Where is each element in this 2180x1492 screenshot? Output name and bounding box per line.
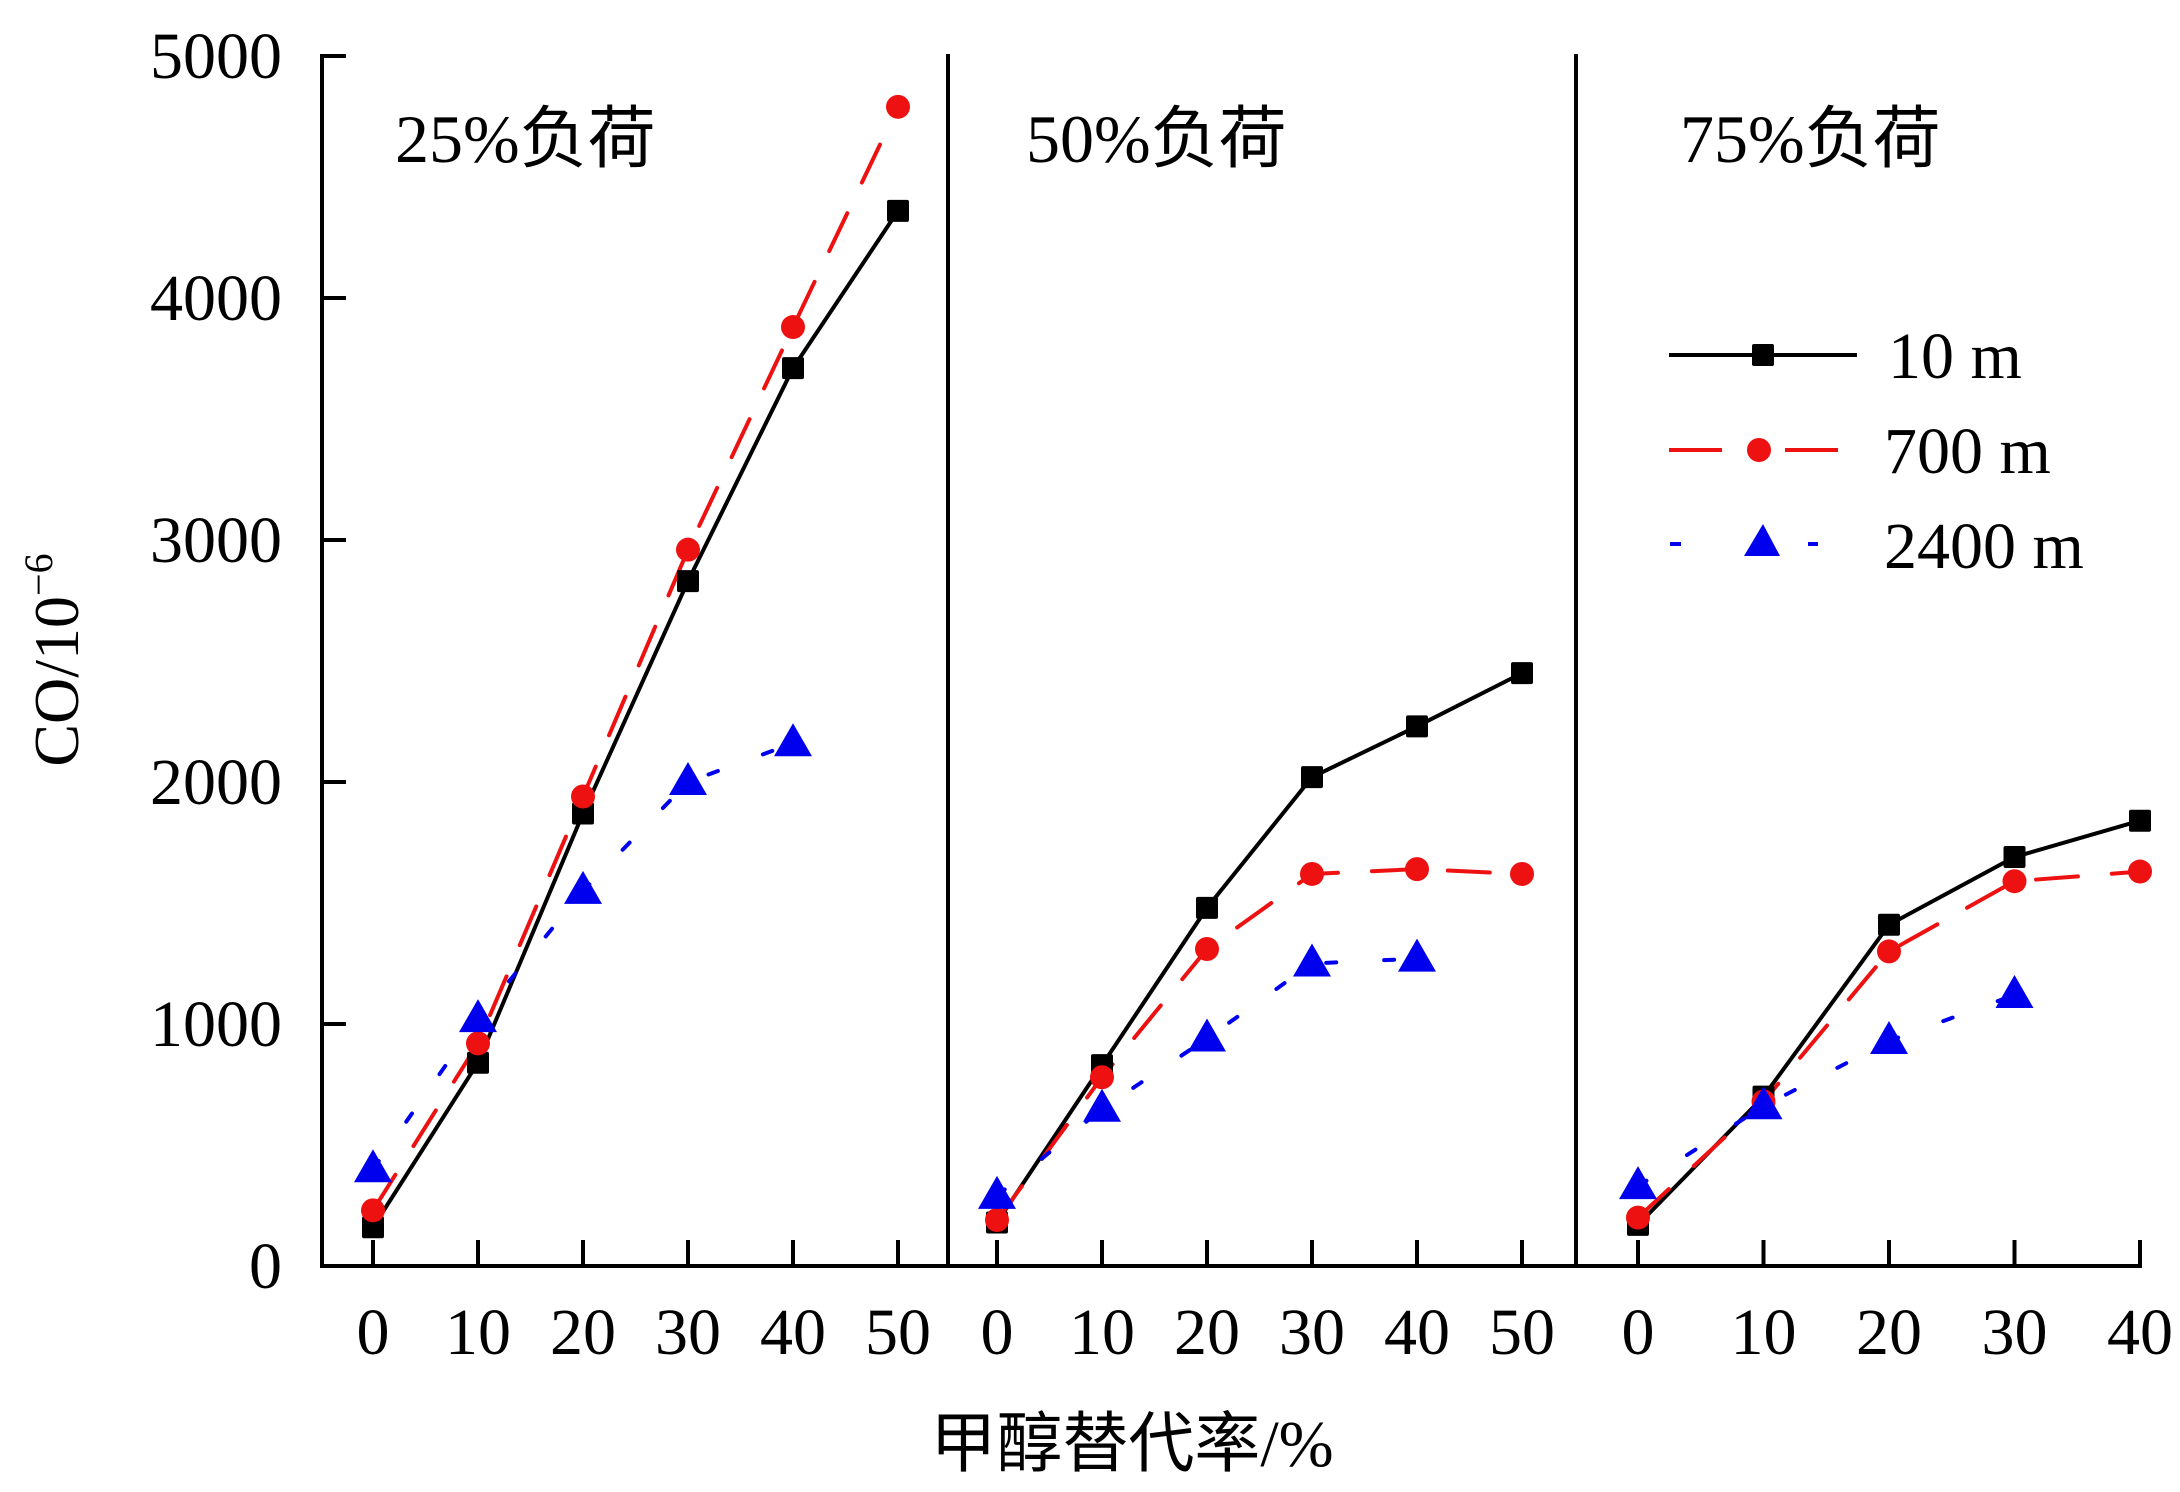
legend-marker-circle [1747,438,1771,462]
y-tick-label: 1000 [150,988,282,1061]
x-tick-label: 30 [1982,1296,2048,1369]
data-point-10m-panel-1 [677,570,699,593]
data-point-700m-panel-1 [676,537,700,562]
data-point-2400m-panel-1 [774,723,812,757]
data-point-10m-panel-2 [1301,766,1323,789]
y-tick-label: 2000 [150,746,282,819]
data-point-700m-panel-1 [781,315,805,340]
data-point-10m-panel-1 [782,357,804,380]
x-tick-label: 0 [1622,1296,1655,1369]
panel-title-1: 25%负荷 [395,101,656,177]
data-point-2400m-panel-1 [354,1149,392,1183]
data-point-700m-panel-1 [886,94,910,119]
data-point-700m-panel-1 [361,1198,385,1223]
x-tick-label: 0 [357,1296,390,1369]
data-point-10m-panel-2 [1406,715,1428,738]
data-point-10m-panel-2 [1511,662,1533,685]
data-point-700m-panel-3 [1877,939,1901,964]
x-axis-label: 甲醇替代率/% [930,1408,1333,1481]
y-axis-label-exponent: −6 [16,553,61,596]
legend-label-700m: 700 m [1884,415,2051,488]
data-point-2400m-panel-1 [459,999,497,1033]
data-point-2400m-panel-3 [1870,1020,1908,1054]
data-point-700m-panel-3 [1626,1205,1650,1230]
data-point-700m-panel-2 [1510,861,1534,886]
data-point-2400m-panel-3 [1744,1086,1783,1120]
panel-title-3: 75%负荷 [1680,101,1941,177]
series-line-700m-panel-3 [1636,869,2142,1220]
data-point-700m-panel-1 [466,1031,490,1056]
y-tick-label: 4000 [150,262,282,335]
data-point-700m-panel-2 [1090,1065,1114,1090]
data-point-2400m-panel-2 [978,1175,1016,1209]
series-line-700m-panel-2 [995,867,1524,1223]
data-point-10m-panel-1 [887,199,909,222]
y-tick-label: 3000 [150,504,282,577]
x-tick-label: 10 [445,1296,511,1369]
x-tick-label: 10 [1731,1296,1797,1369]
x-tick-label: 20 [550,1296,616,1369]
series-line-10m-panel-2 [995,671,1524,1225]
data-point-2400m-panel-1 [669,762,707,795]
legend: 10 m 700 m 2400 m [1669,320,2084,583]
data-point-700m-panel-3 [2128,859,2152,884]
data-point-700m-panel-2 [1195,936,1219,961]
series-line-700m-panel-1 [371,104,900,1213]
x-tick-label: 20 [1174,1296,1240,1369]
x-tick-label: 40 [760,1296,826,1369]
series-layer [354,94,2152,1239]
data-point-700m-panel-3 [2002,869,2027,894]
x-tick-label: 40 [1384,1296,1450,1369]
data-point-2400m-panel-2 [1293,943,1331,977]
legend-marker-triangle [1744,524,1780,556]
x-tick-label: 30 [1279,1296,1345,1369]
data-point-700m-panel-2 [1405,857,1429,882]
data-point-2400m-panel-2 [1398,938,1436,972]
x-tick-label: 10 [1069,1296,1135,1369]
data-point-10m-panel-3 [1878,913,1900,936]
x-tick-label: 40 [2107,1296,2173,1369]
labels: CO/10−6 甲醇替代率/% 25%负荷 50%负荷 75%负荷 [16,101,1941,1481]
series-line-2400m-panel-2 [995,956,1419,1198]
x-tick-label: 0 [981,1296,1014,1369]
data-point-10m-panel-1 [467,1051,489,1074]
data-point-2400m-panel-2 [1188,1018,1226,1052]
panel-title-2: 50%负荷 [1026,101,1287,177]
y-axis-label: CO/10−6 [16,553,92,766]
legend-label-10m: 10 m [1888,320,2022,393]
data-point-10m-panel-3 [2003,846,2026,869]
axes: 0 1000 2000 3000 4000 5000 0 10 20 30 40 50 0 10 20 30 4… [150,20,2173,1369]
data-point-10m-panel-2 [1196,896,1218,919]
y-tick-label: 5000 [150,20,282,93]
data-point-700m-panel-1 [571,784,595,809]
series-line-2400m-panel-3 [1636,992,2017,1189]
data-point-2400m-panel-2 [1083,1088,1121,1122]
data-point-2400m-panel-1 [564,870,602,904]
data-point-700m-panel-2 [1300,861,1324,886]
x-tick-label: 30 [655,1296,721,1369]
legend-marker-square [1752,344,1774,366]
data-point-2400m-panel-3 [1619,1166,1657,1200]
series-line-10m-panel-1 [371,208,900,1230]
x-tick-label: 50 [865,1296,931,1369]
x-tick-label: 20 [1856,1296,1922,1369]
data-point-2400m-panel-3 [1995,974,2034,1008]
y-tick-label: 0 [249,1230,282,1303]
data-point-10m-panel-3 [2129,809,2151,832]
data-point-10m-panel-1 [572,802,594,825]
data-point-700m-panel-2 [985,1208,1009,1233]
data-point-10m-panel-1 [362,1216,384,1239]
x-tick-label: 50 [1489,1296,1555,1369]
legend-label-2400m: 2400 m [1884,510,2084,583]
